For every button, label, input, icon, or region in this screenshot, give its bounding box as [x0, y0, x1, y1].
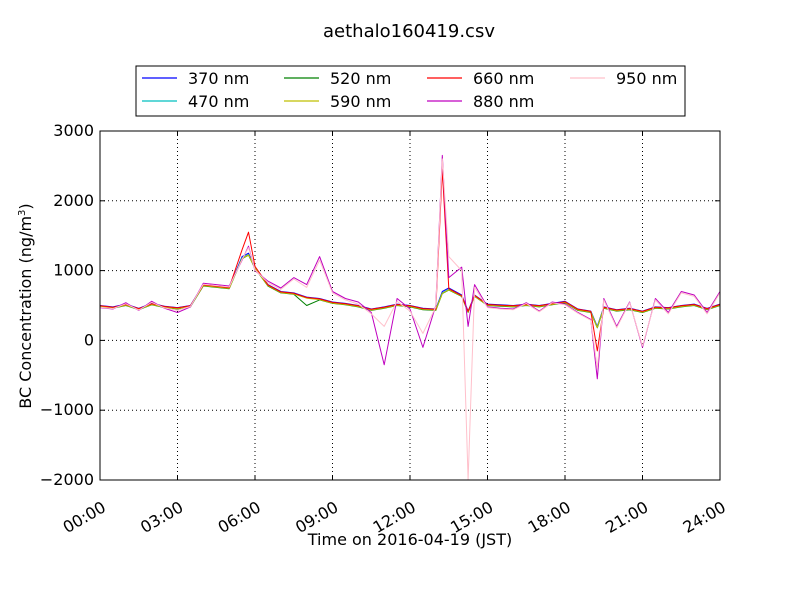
- x-tick-label: 00:00: [60, 497, 109, 537]
- y-axis-label-superscript: 3: [17, 210, 28, 216]
- y-tick-label: 1000: [53, 261, 94, 280]
- y-axis-label-end: ): [16, 203, 35, 209]
- y-tick-label: −2000: [40, 470, 94, 489]
- x-axis-label: Time on 2016-04-19 (JST): [307, 530, 512, 549]
- legend-label: 880 nm: [473, 92, 534, 111]
- legend-label: 660 nm: [473, 69, 534, 88]
- x-tick-label: 18:00: [525, 497, 574, 537]
- x-tick-label: 24:00: [680, 497, 729, 537]
- legend-box: [135, 65, 686, 117]
- legend-label: 590 nm: [330, 92, 391, 111]
- legend-label: 470 nm: [188, 92, 249, 111]
- legend-label: 950 nm: [616, 69, 677, 88]
- y-axis-label-main: BC Concentration (ng/m: [16, 216, 35, 409]
- series-line-880-nm: [99, 154, 721, 380]
- chart-title: aethalo160419.csv: [323, 21, 495, 42]
- legend-label: 520 nm: [330, 69, 391, 88]
- x-tick-label: 03:00: [137, 497, 186, 537]
- series-line-950-nm: [99, 158, 721, 481]
- legend-label: 370 nm: [188, 69, 249, 88]
- y-tick-label: 0: [84, 330, 94, 349]
- y-tick-label: −1000: [40, 400, 94, 419]
- y-tick-label: 2000: [53, 191, 94, 210]
- y-tick-label: 3000: [53, 121, 94, 140]
- series-line-470-nm: [99, 254, 721, 328]
- x-tick-label: 06:00: [215, 497, 264, 537]
- grid-lines: [100, 131, 720, 480]
- legend: 370 nm 470 nm 520 nm 590 nm 660 nm 880 nm 950 …: [135, 65, 686, 117]
- series-lines: [99, 154, 721, 481]
- y-axis-label: BC Concentration (ng/m3): [16, 203, 35, 408]
- x-tick-label: 21:00: [602, 497, 651, 537]
